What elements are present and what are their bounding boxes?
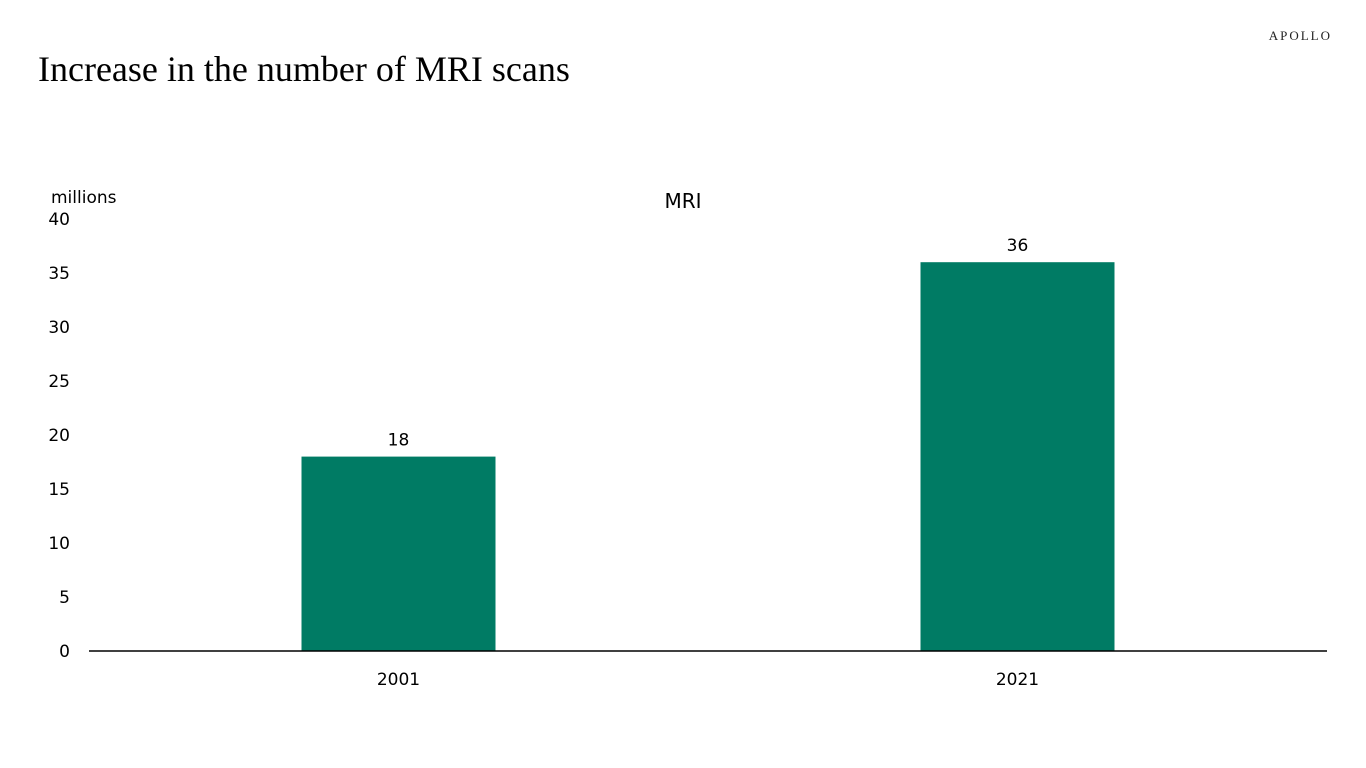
chart-title: MRI — [664, 189, 701, 213]
y-tick-label: 0 — [59, 642, 70, 662]
y-tick-label: 15 — [48, 480, 70, 500]
page-title: Increase in the number of MRI scans — [38, 49, 570, 89]
bar-2001 — [301, 456, 496, 651]
x-tick-label: 2021 — [996, 670, 1039, 690]
bar-value-label: 36 — [1007, 236, 1029, 256]
y-tick-label: 30 — [48, 318, 70, 338]
y-tick-label: 35 — [48, 264, 70, 284]
y-tick-label: 5 — [59, 588, 70, 608]
y-tick-label: 20 — [48, 426, 70, 446]
x-axis-ticks: 2001 2021 — [377, 670, 1039, 690]
y-tick-label: 10 — [48, 534, 70, 554]
y-axis-ticks: 0 5 10 15 20 25 30 35 40 — [48, 210, 70, 662]
y-tick-label: 25 — [48, 372, 70, 392]
bar-value-label: 18 — [388, 431, 410, 451]
apollo-logo: APOLLO — [1268, 28, 1332, 43]
y-axis-label: millions — [51, 188, 117, 208]
bars — [301, 262, 1115, 651]
x-tick-label: 2001 — [377, 670, 420, 690]
bar-2021 — [920, 262, 1115, 651]
y-tick-label: 40 — [48, 210, 70, 230]
